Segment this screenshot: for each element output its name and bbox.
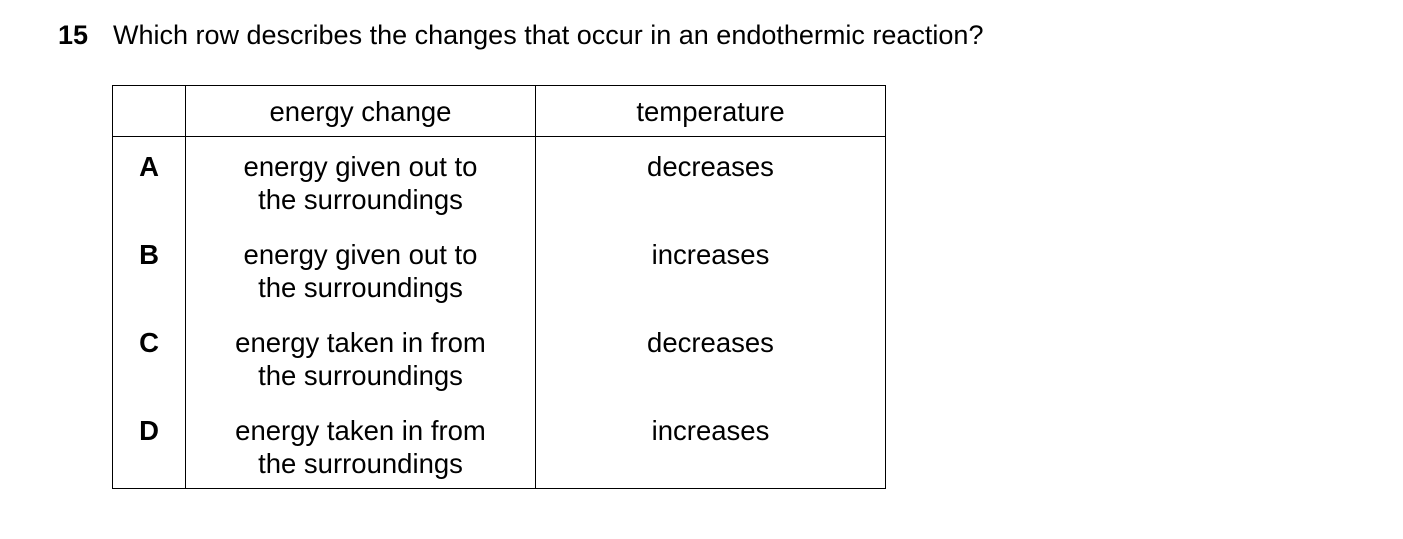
option-letter: C xyxy=(112,312,186,401)
cell: energy given out to the surroundings xyxy=(185,224,536,313)
option-letter: D xyxy=(112,400,186,489)
option-letter: B xyxy=(112,224,186,313)
cell-text: energy given out to the surroundings xyxy=(243,238,478,303)
cell: energy taken in from the surroundings xyxy=(185,400,536,489)
header-cell: energy change xyxy=(185,85,536,137)
cell: energy given out to the surroundings xyxy=(185,136,536,225)
cell: decreases xyxy=(535,312,886,401)
header-row: energy change temperature xyxy=(112,85,886,137)
header-cell: temperature xyxy=(535,85,886,137)
question: 15 Which row describes the changes that o… xyxy=(58,18,983,52)
cell: increases xyxy=(535,400,886,489)
cell-text: energy taken in from the surroundings xyxy=(235,326,486,391)
cell-text: energy taken in from the surroundings xyxy=(235,414,486,479)
cell: energy taken in from the surroundings xyxy=(185,312,536,401)
cell: decreases xyxy=(535,136,886,225)
cell: increases xyxy=(535,224,886,313)
cell-text: energy given out to the surroundings xyxy=(243,151,478,215)
question-text: Which row describes the changes that occ… xyxy=(113,20,984,50)
option-letter: A xyxy=(112,136,186,225)
header-cell xyxy=(112,85,186,137)
question-number: 15 xyxy=(58,20,89,50)
